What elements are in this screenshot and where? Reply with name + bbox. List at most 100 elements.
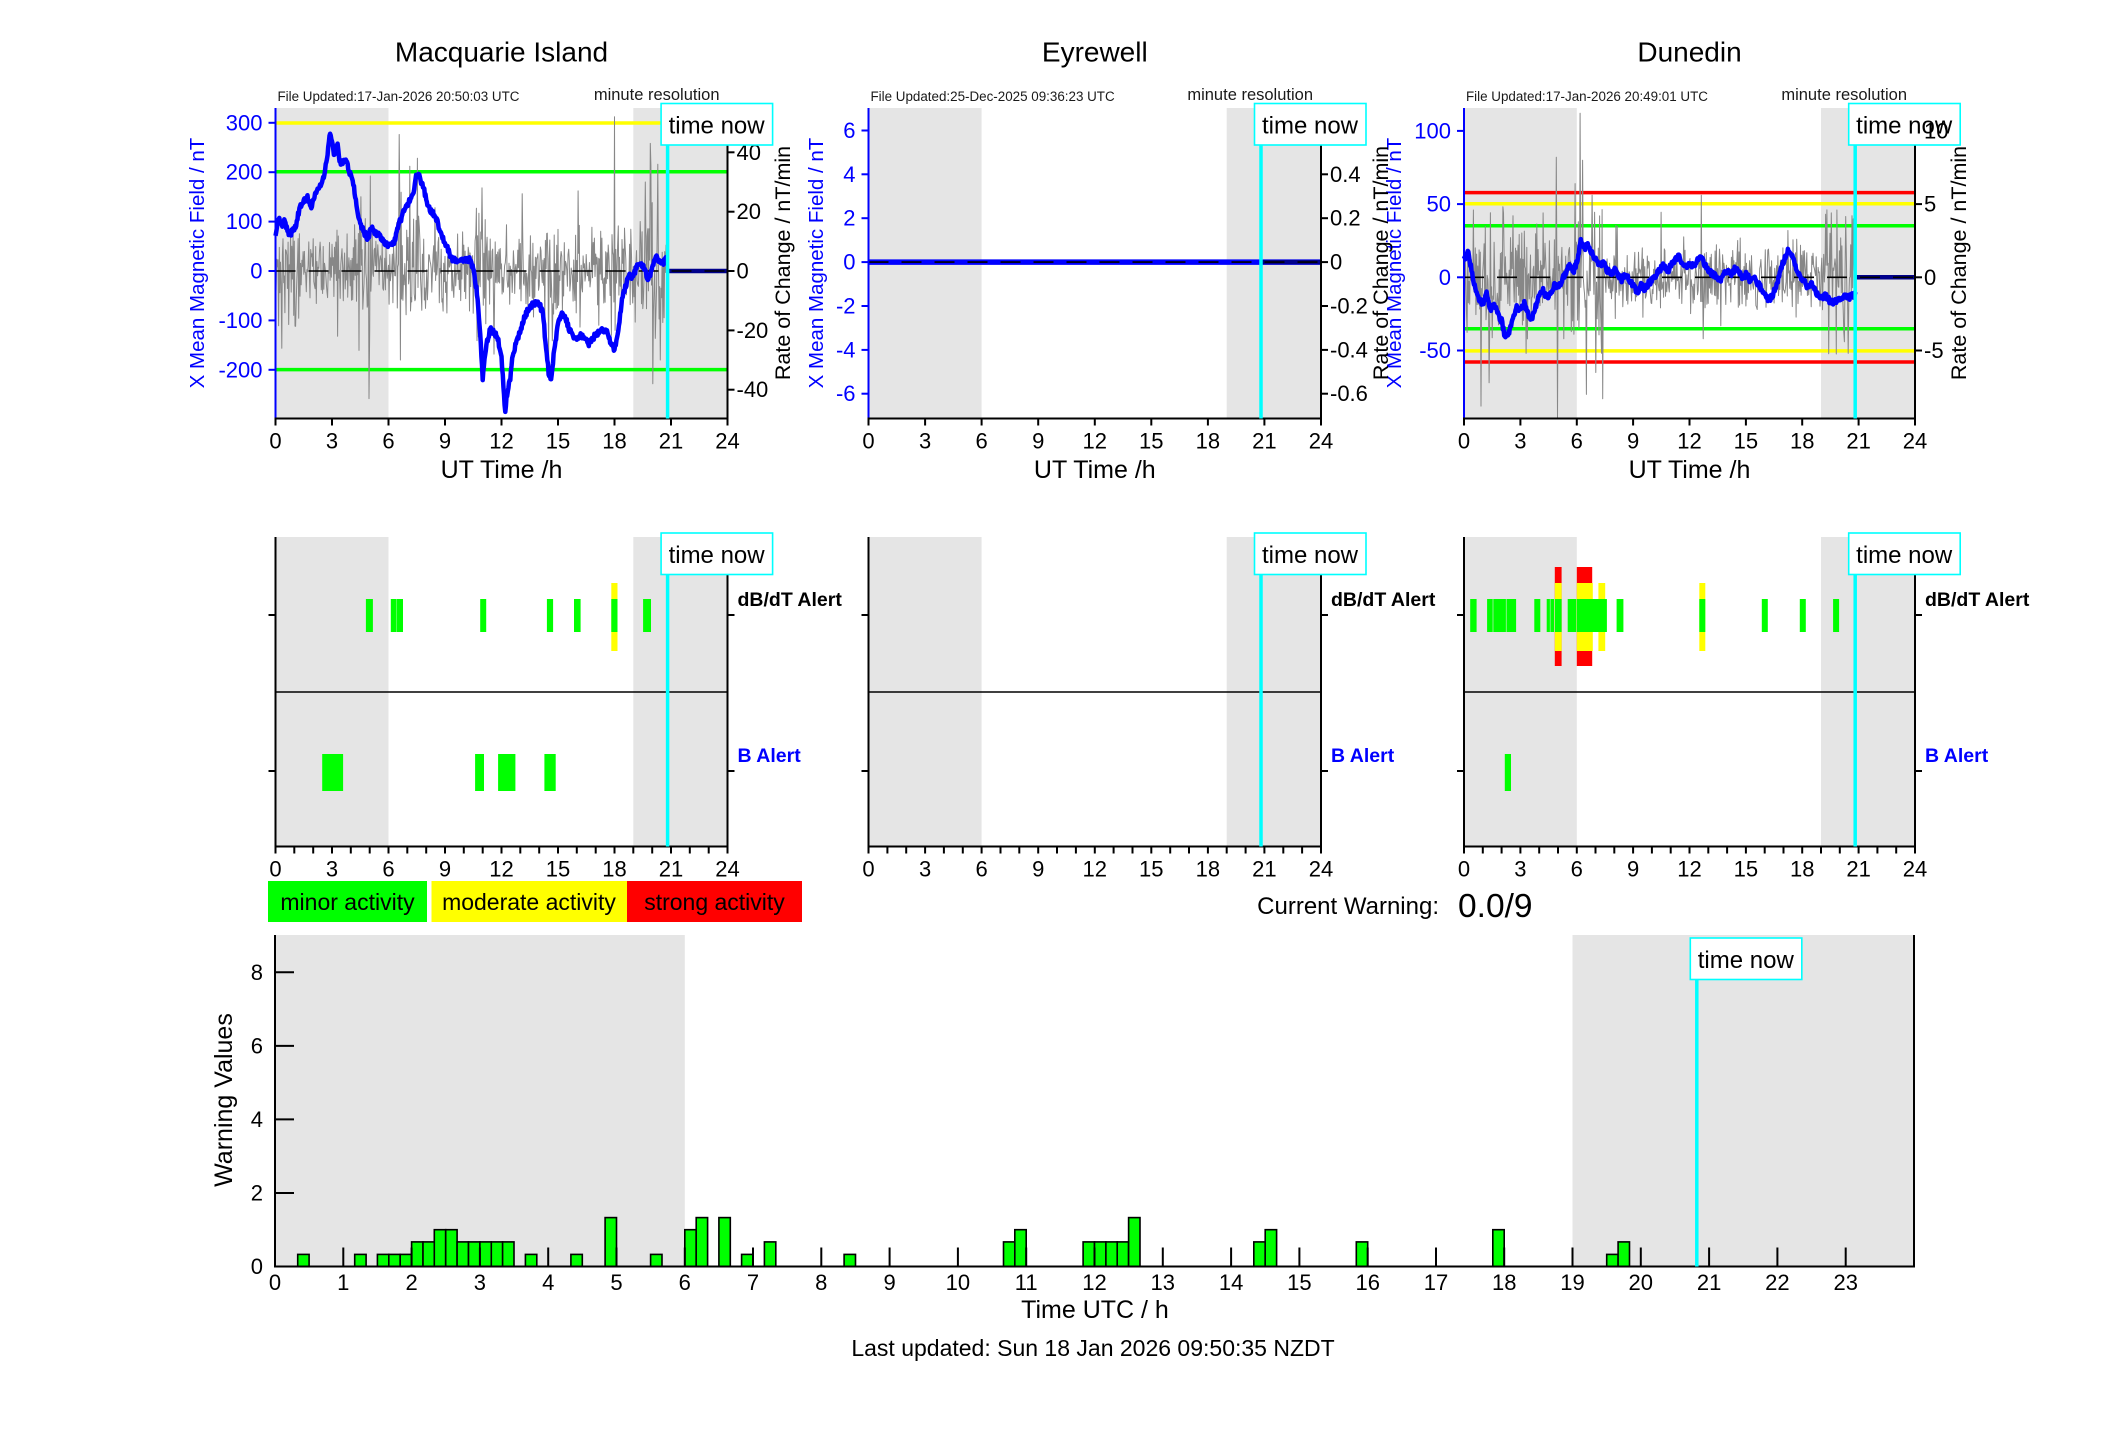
svg-text:time now: time now — [1262, 542, 1359, 569]
svg-text:21: 21 — [659, 857, 683, 882]
svg-text:6: 6 — [843, 118, 855, 143]
svg-text:8: 8 — [251, 960, 263, 985]
svg-text:15: 15 — [1139, 857, 1163, 882]
svg-text:File Updated:25-Dec-2025 09:36: File Updated:25-Dec-2025 09:36:23 UTC — [871, 89, 1115, 104]
svg-text:24: 24 — [1903, 429, 1927, 454]
svg-text:20: 20 — [1629, 1270, 1653, 1295]
svg-text:minute resolution: minute resolution — [594, 86, 720, 104]
svg-text:dB/dT Alert: dB/dT Alert — [738, 589, 843, 611]
svg-text:12: 12 — [1083, 857, 1107, 882]
svg-text:12: 12 — [489, 857, 513, 882]
svg-text:-0.6: -0.6 — [1330, 381, 1368, 406]
svg-text:5: 5 — [1924, 192, 1936, 217]
svg-text:21: 21 — [1697, 1270, 1721, 1295]
svg-text:Dunedin: Dunedin — [1637, 37, 1741, 68]
svg-text:0: 0 — [1458, 857, 1470, 882]
svg-text:X Mean Magnetic Field / nT: X Mean Magnetic Field / nT — [1383, 137, 1406, 388]
svg-text:time now: time now — [1262, 113, 1359, 140]
svg-text:0: 0 — [843, 250, 855, 275]
svg-text:B Alert: B Alert — [738, 745, 802, 767]
svg-text:B Alert: B Alert — [1331, 745, 1395, 767]
svg-text:7: 7 — [747, 1270, 759, 1295]
svg-text:24: 24 — [1309, 857, 1333, 882]
svg-text:9: 9 — [439, 857, 451, 882]
svg-text:21: 21 — [1846, 857, 1870, 882]
svg-text:12: 12 — [489, 429, 513, 454]
svg-text:moderate activity: moderate activity — [442, 889, 616, 915]
svg-text:Current Warning:: Current Warning: — [1257, 893, 1439, 920]
svg-text:9: 9 — [1627, 429, 1639, 454]
svg-text:15: 15 — [1287, 1270, 1311, 1295]
svg-text:dB/dT Alert: dB/dT Alert — [1925, 589, 2030, 611]
svg-text:UT Time /h: UT Time /h — [441, 456, 563, 484]
svg-text:15: 15 — [546, 429, 570, 454]
svg-text:0: 0 — [1924, 265, 1936, 290]
svg-text:15: 15 — [1734, 857, 1758, 882]
svg-text:0: 0 — [251, 1254, 263, 1279]
svg-text:4: 4 — [542, 1270, 554, 1295]
svg-text:0.4: 0.4 — [1330, 162, 1361, 187]
svg-text:2: 2 — [251, 1181, 263, 1206]
svg-text:21: 21 — [1252, 429, 1276, 454]
svg-text:X Mean Magnetic Field / nT: X Mean Magnetic Field / nT — [805, 137, 828, 388]
svg-text:12: 12 — [1082, 1270, 1106, 1295]
svg-text:-20: -20 — [737, 318, 769, 343]
svg-text:21: 21 — [1252, 857, 1276, 882]
svg-text:minor activity: minor activity — [280, 889, 415, 915]
svg-text:Macquarie Island: Macquarie Island — [395, 37, 608, 68]
svg-text:16: 16 — [1355, 1270, 1379, 1295]
svg-text:18: 18 — [602, 857, 626, 882]
svg-text:3: 3 — [326, 857, 338, 882]
svg-text:0: 0 — [1458, 429, 1470, 454]
svg-text:18: 18 — [1790, 429, 1814, 454]
svg-text:6: 6 — [382, 429, 394, 454]
svg-text:-4: -4 — [836, 337, 856, 362]
svg-text:-0.4: -0.4 — [1330, 337, 1368, 362]
svg-text:UT Time /h: UT Time /h — [1629, 456, 1751, 484]
svg-text:Rate of Change / nT/min: Rate of Change / nT/min — [1369, 146, 1393, 380]
svg-text:Warning Values: Warning Values — [210, 1013, 238, 1187]
svg-text:6: 6 — [1571, 429, 1583, 454]
svg-text:minute resolution: minute resolution — [1187, 86, 1313, 104]
svg-text:10: 10 — [946, 1270, 970, 1295]
svg-text:12: 12 — [1083, 429, 1107, 454]
svg-text:0: 0 — [737, 259, 749, 284]
svg-text:-5: -5 — [1924, 338, 1944, 363]
svg-text:strong activity: strong activity — [644, 889, 785, 915]
svg-text:0: 0 — [269, 857, 281, 882]
svg-text:-2: -2 — [836, 294, 856, 319]
svg-text:24: 24 — [1309, 429, 1333, 454]
svg-text:-40: -40 — [737, 377, 769, 402]
svg-text:15: 15 — [546, 857, 570, 882]
svg-text:9: 9 — [1032, 429, 1044, 454]
svg-text:-100: -100 — [218, 308, 262, 333]
svg-text:time now: time now — [1856, 542, 1953, 569]
svg-text:3: 3 — [1514, 429, 1526, 454]
svg-text:14: 14 — [1219, 1270, 1243, 1295]
svg-text:0: 0 — [1330, 250, 1342, 275]
svg-text:5: 5 — [610, 1270, 622, 1295]
svg-text:3: 3 — [919, 429, 931, 454]
svg-text:18: 18 — [1492, 1270, 1516, 1295]
svg-text:300: 300 — [226, 110, 263, 135]
svg-text:-200: -200 — [218, 357, 262, 382]
svg-text:21: 21 — [1846, 429, 1870, 454]
svg-text:1: 1 — [337, 1270, 349, 1295]
svg-text:minute resolution: minute resolution — [1781, 86, 1907, 104]
svg-text:Time UTC / h: Time UTC / h — [1021, 1296, 1169, 1324]
svg-text:6: 6 — [975, 857, 987, 882]
svg-text:3: 3 — [919, 857, 931, 882]
svg-text:6: 6 — [975, 429, 987, 454]
svg-text:time now: time now — [1698, 947, 1795, 974]
svg-text:100: 100 — [1414, 118, 1451, 143]
svg-text:0: 0 — [862, 857, 874, 882]
svg-text:6: 6 — [679, 1270, 691, 1295]
svg-text:0: 0 — [250, 259, 262, 284]
svg-text:0: 0 — [862, 429, 874, 454]
svg-text:12: 12 — [1677, 429, 1701, 454]
svg-text:18: 18 — [1196, 857, 1220, 882]
svg-text:12: 12 — [1677, 857, 1701, 882]
svg-text:24: 24 — [715, 429, 739, 454]
svg-text:4: 4 — [251, 1107, 263, 1132]
svg-text:24: 24 — [715, 857, 739, 882]
